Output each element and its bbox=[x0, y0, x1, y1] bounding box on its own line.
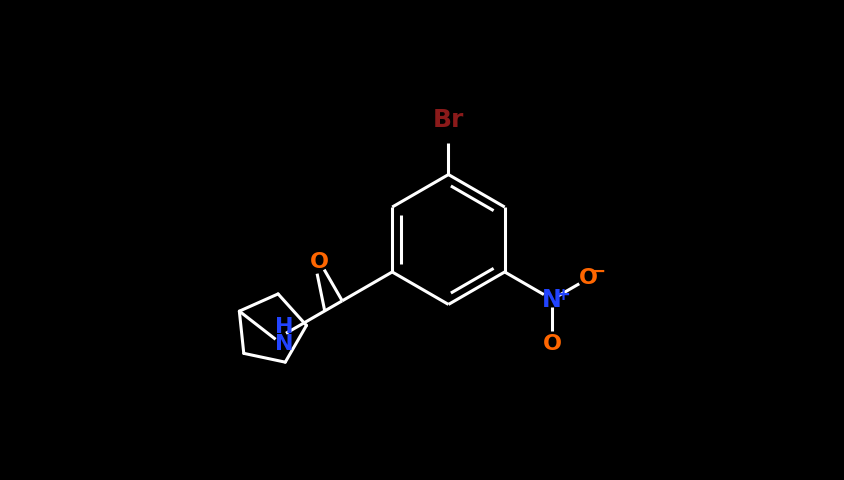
Text: +: + bbox=[555, 285, 571, 303]
Text: O: O bbox=[310, 252, 329, 272]
Text: H
N: H N bbox=[274, 316, 293, 353]
Text: O: O bbox=[543, 333, 561, 353]
Text: Br: Br bbox=[433, 108, 464, 132]
Text: N: N bbox=[543, 288, 562, 312]
Text: O: O bbox=[579, 267, 598, 287]
Text: −: − bbox=[590, 261, 606, 280]
